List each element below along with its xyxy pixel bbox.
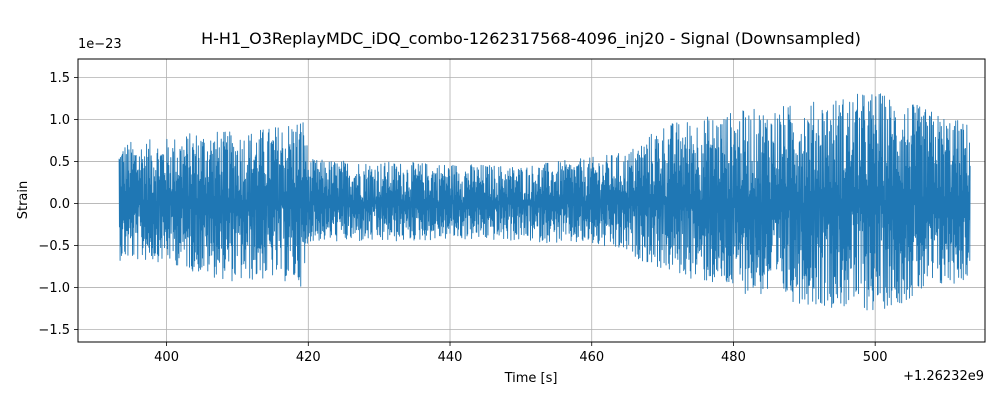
x-tick-label: 420 — [296, 350, 321, 365]
x-axis: 400 420 440 460 480 500 — [154, 342, 888, 365]
y-tick-label: 0.5 — [49, 155, 70, 170]
y-axis-label: Strain — [16, 181, 31, 220]
x-tick-label: 500 — [863, 350, 888, 365]
y-axis: −1.5 −1.0 −0.5 0.0 0.5 1.0 1.5 — [38, 71, 78, 338]
y-scale-label: 1e−23 — [78, 37, 122, 52]
chart-title: H-H1_O3ReplayMDC_iDQ_combo-1262317568-40… — [201, 29, 861, 49]
signal-series — [118, 93, 971, 311]
y-tick-label: 0.0 — [49, 197, 70, 212]
plot-frame — [77, 58, 986, 343]
x-tick-label: 440 — [438, 350, 463, 365]
x-tick-label: 400 — [154, 350, 179, 365]
y-tick-label: 1.5 — [49, 71, 70, 86]
y-tick-label: −1.5 — [38, 323, 70, 338]
x-offset-label: +1.26232e9 — [903, 369, 984, 384]
y-tick-label: −1.0 — [38, 281, 70, 296]
y-tick-label: −0.5 — [38, 239, 70, 254]
x-axis-label: Time [s] — [504, 371, 558, 386]
signal-trace — [118, 93, 971, 311]
x-tick-label: 460 — [579, 350, 604, 365]
x-tick-label: 480 — [721, 350, 746, 365]
y-tick-label: 1.0 — [49, 113, 70, 128]
